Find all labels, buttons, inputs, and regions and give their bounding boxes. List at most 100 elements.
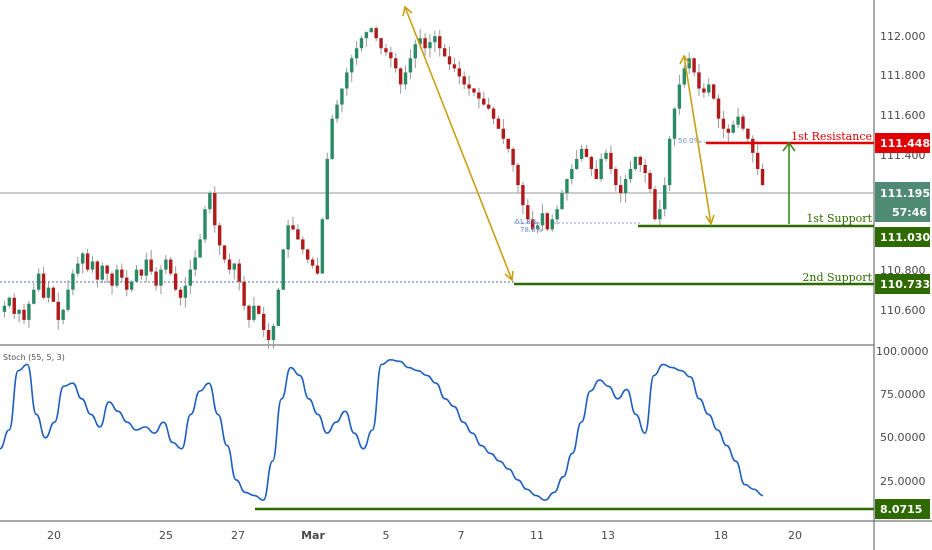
candle-body: [281, 249, 285, 290]
candle-body: [100, 265, 104, 280]
candle-body: [447, 56, 452, 65]
candle-body: [257, 305, 261, 314]
candle-body: [46, 287, 51, 298]
candle-body: [623, 179, 628, 194]
candle-body: [252, 305, 256, 320]
candle-body: [721, 118, 726, 129]
candle-body: [36, 273, 41, 290]
candle-body: [521, 185, 525, 206]
candle-body: [384, 48, 388, 53]
candle-body: [17, 309, 21, 314]
candle-body: [22, 309, 26, 320]
candle-body: [12, 297, 16, 314]
candle-body: [560, 193, 564, 210]
candle-body: [389, 52, 393, 59]
candle-body: [408, 58, 413, 73]
candle-body: [511, 148, 515, 165]
candle-body: [56, 301, 60, 320]
stoch-axis: 100.0000 75.0000 50.0000 25.0000: [876, 345, 929, 488]
candle-body: [677, 84, 682, 109]
candle-body: [506, 138, 510, 149]
candle-body: [286, 225, 290, 250]
candle-body: [105, 265, 109, 274]
candle-body: [726, 128, 731, 133]
candle-body: [418, 38, 422, 45]
candle-body: [305, 249, 310, 260]
candle-body: [584, 148, 589, 157]
candle-body: [149, 259, 153, 272]
candle-body: [609, 152, 613, 169]
price-tag-current: 111.195 57:46: [875, 182, 930, 222]
candle-body: [746, 128, 750, 139]
candle-body: [462, 76, 466, 85]
candlestick-series: [2, 26, 765, 349]
candle-body: [731, 124, 735, 133]
candle-body: [71, 273, 75, 290]
candle-body: [90, 261, 95, 270]
candle-body: [193, 257, 197, 270]
candle-body: [315, 265, 320, 274]
candle-body: [217, 225, 222, 246]
candle-body: [345, 72, 349, 89]
candle-body: [32, 289, 36, 304]
candle-body: [614, 168, 618, 186]
candle-body: [296, 229, 300, 240]
candle-body: [589, 156, 594, 169]
candle-body: [682, 68, 687, 85]
candle-body: [271, 325, 276, 340]
candle-body: [85, 253, 90, 270]
candle-body: [144, 259, 148, 276]
stoch-tick: 100.0000: [876, 345, 929, 358]
candle-body: [301, 239, 305, 250]
stoch-title: Stoch (55, 5, 3): [3, 353, 65, 362]
candle-body: [330, 118, 334, 159]
candle-body: [227, 259, 232, 270]
candle-body: [658, 209, 662, 220]
price-tag-support-1: 111.030: [875, 227, 930, 247]
candle-body: [325, 158, 329, 220]
candle-body: [496, 118, 501, 129]
price-tag-support-2: 110.733: [875, 274, 930, 294]
candle-body: [604, 152, 608, 159]
candle-body: [2, 305, 7, 312]
candle-body: [125, 277, 129, 290]
candle-body: [232, 263, 237, 270]
stoch-tick: 75.0000: [880, 388, 926, 401]
candle-body: [433, 36, 437, 43]
candle-body: [672, 108, 677, 139]
candle-body: [594, 168, 598, 180]
candle-body: [291, 225, 295, 230]
candle-body: [188, 269, 193, 286]
candle-body: [550, 219, 554, 230]
candle-body: [76, 263, 80, 274]
candle-body: [134, 269, 139, 282]
candle-body: [535, 225, 540, 230]
candle-body: [628, 168, 633, 180]
candle-body: [530, 219, 535, 230]
price-tick: 110.600: [880, 304, 926, 317]
candle-body: [159, 269, 163, 286]
candle-body: [398, 68, 403, 85]
price-tick: 111.800: [880, 69, 926, 82]
candle-body: [266, 329, 271, 340]
date-tick: 5: [383, 529, 390, 542]
candle-body: [741, 116, 745, 129]
fib-label-786: 78.6%: [520, 226, 543, 234]
stoch-tick: 50.0000: [880, 431, 926, 444]
candle-body: [51, 287, 56, 302]
candle-body: [692, 58, 696, 73]
candle-body: [169, 259, 173, 274]
candle-body: [574, 158, 579, 169]
candle-body: [129, 281, 134, 290]
date-tick: 27: [231, 529, 245, 542]
svg-text:8.0715: 8.0715: [880, 503, 922, 516]
candle-body: [486, 104, 491, 109]
candle-body: [687, 58, 691, 69]
candle-body: [242, 281, 246, 306]
candle-body: [115, 269, 119, 286]
candle-body: [555, 209, 559, 220]
candle-body: [237, 263, 241, 282]
candle-body: [482, 98, 486, 105]
candle-body: [428, 42, 432, 49]
svg-text:111.030: 111.030: [880, 231, 930, 244]
